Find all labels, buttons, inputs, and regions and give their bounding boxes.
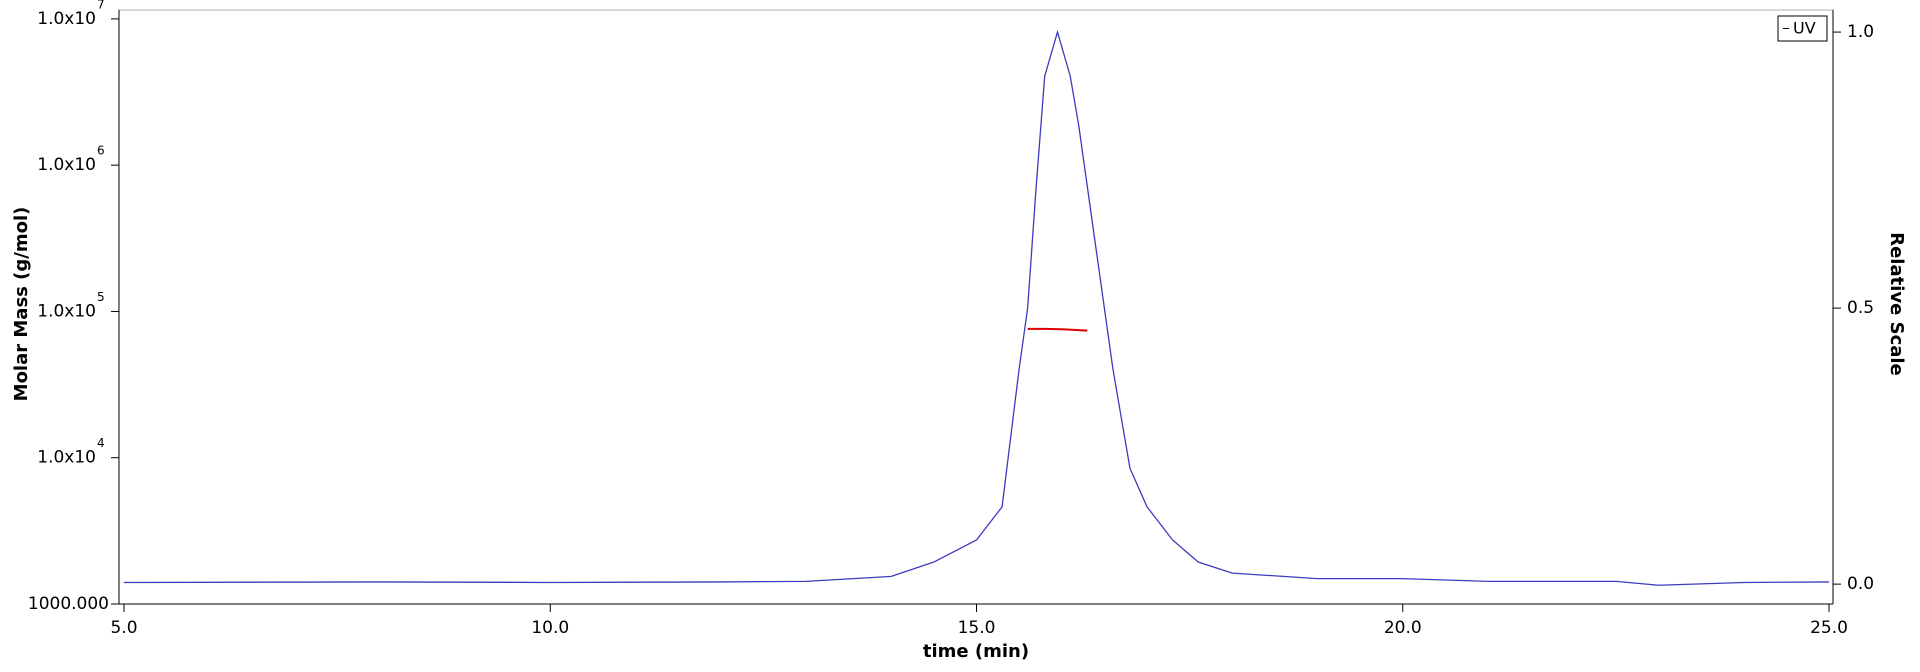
y-tick-label: 1.0x10 — [37, 9, 96, 29]
x-axis-label: time (min) — [923, 641, 1029, 662]
x-tick-label: 5.0 — [110, 618, 137, 638]
series-line — [1027, 327, 1088, 332]
legend: UV — [1777, 15, 1828, 42]
y2-tick-label: 1.0 — [1847, 22, 1874, 42]
y-tick-label: 1.0x10 — [37, 155, 96, 175]
y-tick-label: 1.0x10 — [37, 448, 96, 468]
y-tick-exponent: 4 — [97, 436, 105, 450]
y2-tick-label: 0.0 — [1847, 574, 1874, 594]
y-tick-label: 1.0x10 — [37, 301, 96, 321]
y-tick-exponent: 6 — [97, 144, 105, 158]
x-tick-label: 10.0 — [531, 618, 569, 638]
y-tick-exponent: 7 — [97, 0, 105, 11]
y-axis-label: Molar Mass (g/mol) — [11, 207, 32, 402]
plot-frame — [118, 9, 1834, 605]
y2-axis-label: Relative Scale — [1886, 232, 1907, 376]
legend-label: UV — [1793, 19, 1816, 38]
series-line — [123, 29, 1830, 586]
y2-tick-label: 0.5 — [1847, 298, 1874, 318]
x-tick-label: 15.0 — [958, 618, 996, 638]
y-tick-label: 1000.000 — [28, 594, 109, 614]
x-tick-label: 25.0 — [1810, 618, 1848, 638]
x-tick-label: 20.0 — [1384, 618, 1422, 638]
y-tick-exponent: 5 — [97, 290, 105, 304]
